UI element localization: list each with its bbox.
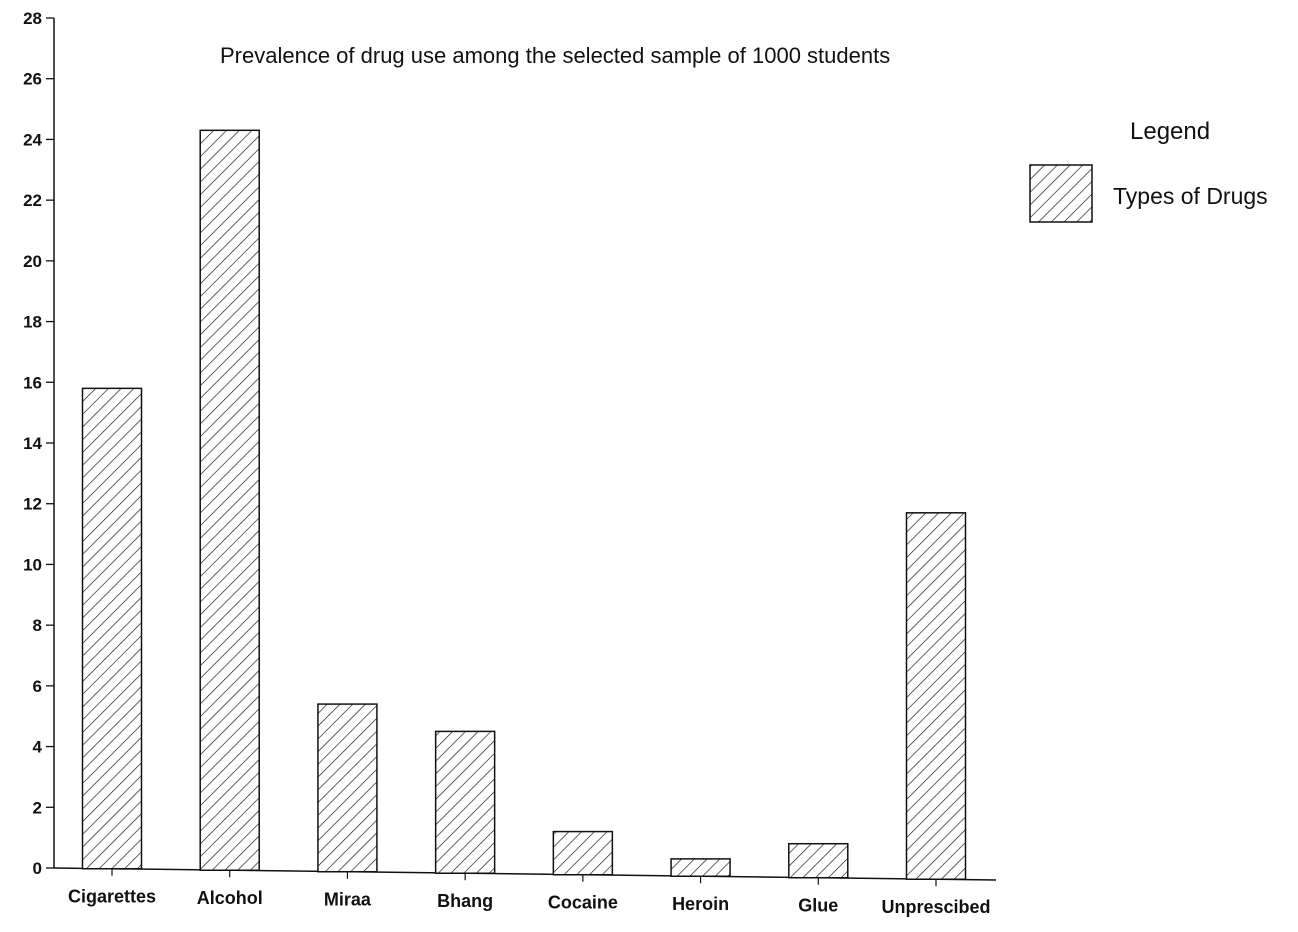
x-tick-label: Heroin: [672, 894, 729, 914]
x-tick-label: Cocaine: [548, 893, 618, 913]
x-tick-label: Unprescibed: [881, 897, 990, 917]
y-tick-label: 10: [23, 555, 42, 574]
y-tick-label: 18: [23, 313, 42, 332]
y-tick-label: 22: [23, 191, 42, 210]
y-tick-label: 0: [33, 859, 42, 878]
legend-swatch: [1029, 164, 1093, 223]
bar-alcohol: [199, 129, 260, 871]
y-tick-label: 26: [23, 70, 42, 89]
bar-miraa: [317, 703, 378, 873]
bars: Cigarettes Alcohol Miraa Bhang Cocaine Heroin…: [68, 129, 991, 917]
x-tick-label: Alcohol: [197, 888, 263, 908]
x-tick-label: Cigarettes: [68, 887, 156, 907]
legend-series-label: Types of Drugs: [1113, 183, 1268, 209]
x-tick-label: Bhang: [437, 891, 493, 911]
y-tick-label: 24: [23, 130, 42, 149]
legend: Legend Types of Drugs: [1029, 118, 1268, 223]
bar-cocaine: [552, 830, 614, 876]
legend-title: Legend: [1130, 118, 1210, 145]
y-tick-label: 20: [23, 252, 42, 271]
y-tick-label: 16: [23, 373, 42, 392]
y-tick-label: 2: [33, 798, 42, 817]
chart-title: Prevalence of drug use among the selecte…: [220, 43, 890, 68]
bar-heroin: [670, 858, 731, 877]
y-tick-label: 6: [33, 677, 42, 696]
y-tick-label: 12: [23, 495, 42, 514]
x-tick-label: Miraa: [324, 890, 372, 910]
bar-unprescibed: [905, 512, 967, 880]
bar-bhang: [434, 730, 496, 874]
x-axis-line: [53, 867, 997, 881]
x-tick-label: Glue: [798, 896, 838, 916]
bar-glue: [788, 842, 849, 879]
y-tick-label: 28: [23, 9, 42, 28]
x-axis: [53, 867, 997, 881]
bar-cigarettes: [81, 387, 143, 870]
y-tick-label: 4: [33, 738, 43, 757]
y-tick-label: 14: [23, 434, 42, 453]
y-tick-label: 8: [33, 616, 42, 635]
